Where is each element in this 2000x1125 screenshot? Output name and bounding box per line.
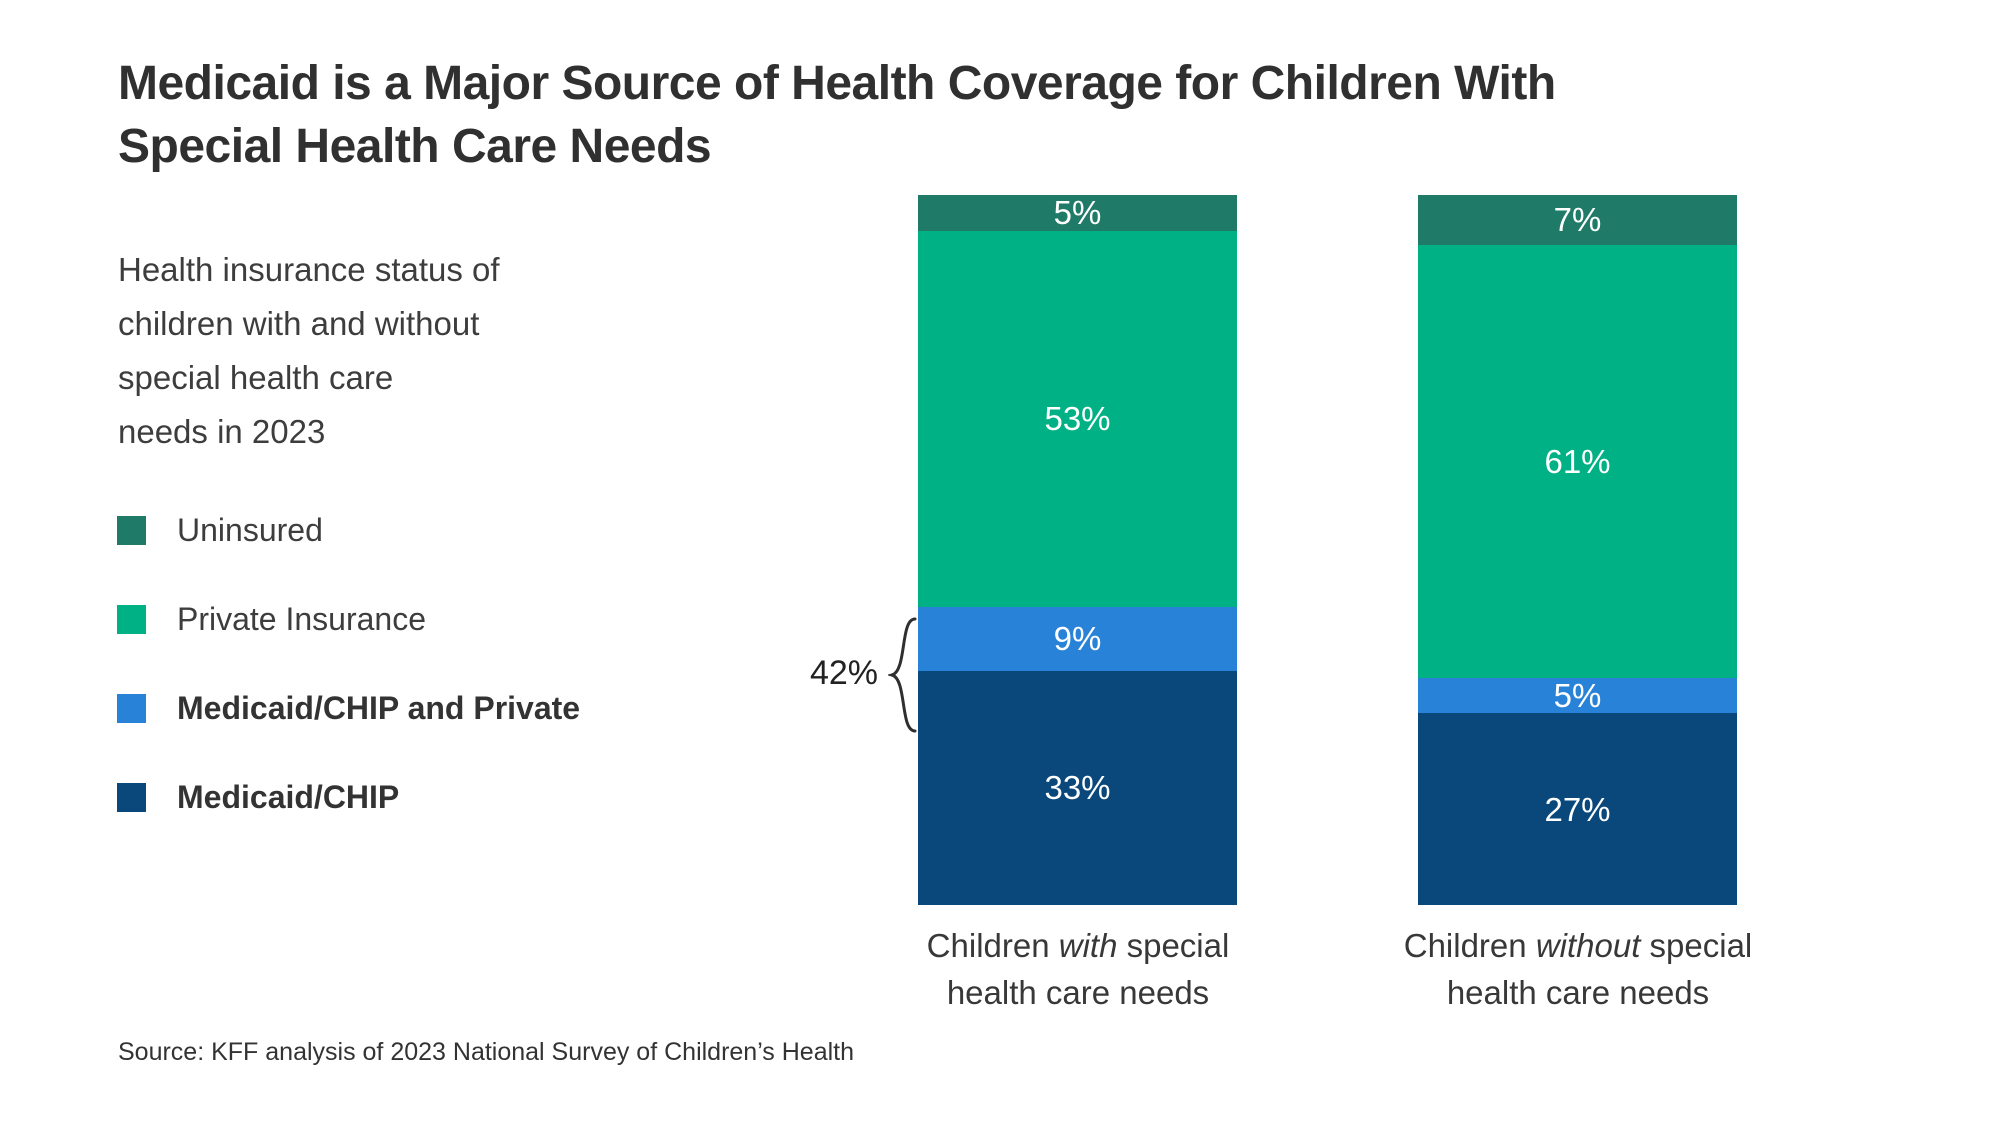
subtitle-line: needs in 2023 <box>118 413 326 450</box>
bar-segment-value-label: 33% <box>1044 769 1111 807</box>
legend-label: Private Insurance <box>177 600 427 637</box>
legend-label: Medicaid/CHIP and Private <box>177 689 581 726</box>
stacked-bar-children-with-special-needs: 5% 53% 9% 33% <box>918 195 1237 905</box>
bar-segment-value-label: 5% <box>1053 194 1102 232</box>
stacked-bar-children-without-special-needs: 7% 61% 5% 27% <box>1418 195 1737 905</box>
legend-swatch-icon <box>117 782 146 812</box>
bar-segment-value-label: 27% <box>1544 790 1611 828</box>
x-label-prefix: Children <box>926 927 1059 964</box>
x-axis-label-without-special-needs: Children without special health care nee… <box>1348 922 1808 1016</box>
bar-segment-value-label: 5% <box>1553 677 1602 715</box>
x-axis-label-with-special-needs: Children with special health care needs <box>848 922 1308 1016</box>
subtitle-line: Health insurance status of <box>118 251 500 288</box>
bar-segment: 33% <box>918 670 1237 905</box>
legend-item: Medicaid/CHIP <box>117 779 580 815</box>
bar-segment: 9% <box>918 606 1237 671</box>
legend-label: Uninsured <box>177 511 323 548</box>
x-label-line2: health care needs <box>1446 974 1710 1011</box>
bar-segment-value-label: 9% <box>1053 620 1102 658</box>
x-label-prefix: Children <box>1403 927 1536 964</box>
bar-segment-value-label: 7% <box>1553 201 1602 239</box>
x-label-emphasis: with <box>1058 927 1118 964</box>
subtitle-line: special health care <box>118 359 394 396</box>
x-label-suffix: special <box>1640 927 1753 964</box>
bar-segment-value-label: 61% <box>1544 442 1611 480</box>
bar-segment: 7% <box>1418 195 1737 245</box>
curly-brace-icon <box>888 617 917 733</box>
chart-title-line2: Special Health Care Needs <box>118 120 712 173</box>
chart-title-line1: Medicaid is a Major Source of Health Cov… <box>118 57 1556 110</box>
bar-segment: 27% <box>1418 713 1737 905</box>
annotation-42-percent: 42% <box>809 654 878 692</box>
legend-swatch-icon <box>117 693 146 723</box>
x-label-emphasis: without <box>1535 927 1641 964</box>
subtitle-line: children with and without <box>118 305 480 342</box>
legend-item: Private Insurance <box>117 601 580 637</box>
legend-item: Uninsured <box>117 512 580 548</box>
bar-segment: 5% <box>918 195 1237 231</box>
chart-subtitle: Health insurance status of children with… <box>118 243 500 459</box>
bar-segment: 5% <box>1418 677 1737 715</box>
legend-swatch-icon <box>117 515 146 545</box>
x-label-suffix: special <box>1117 927 1230 964</box>
legend-swatch-icon <box>117 604 146 634</box>
bar-segment-value-label: 53% <box>1044 400 1111 438</box>
legend-label: Medicaid/CHIP <box>177 778 400 815</box>
legend-item: Medicaid/CHIP and Private <box>117 690 580 726</box>
x-label-line2: health care needs <box>946 974 1210 1011</box>
bar-segment: 61% <box>1418 244 1737 678</box>
bar-segment: 53% <box>918 230 1237 607</box>
chart-title: Medicaid is a Major Source of Health Cov… <box>118 52 1838 178</box>
source-note: Source: KFF analysis of 2023 National Su… <box>118 1038 855 1066</box>
chart-legend: Uninsured Private Insurance Medicaid/CHIP … <box>117 512 580 871</box>
